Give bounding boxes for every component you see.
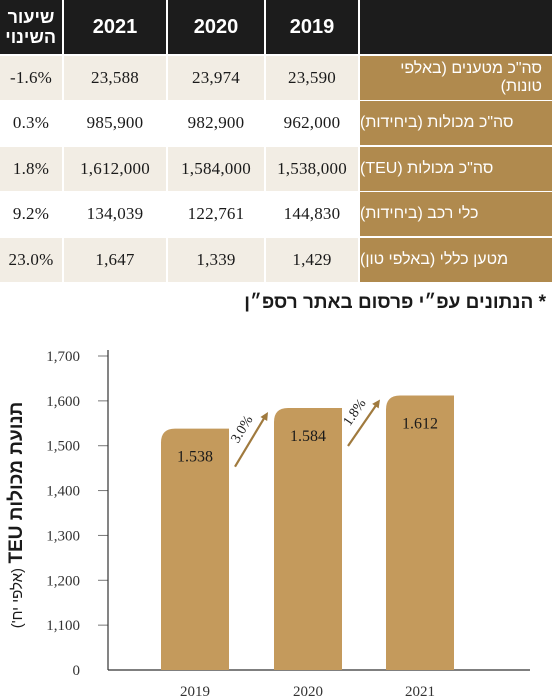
cell-2021: 23,588 [64, 56, 166, 100]
growth-arrow [347, 401, 379, 447]
cell-change: -1.6% [0, 56, 62, 100]
growth-arrow-head [260, 412, 268, 421]
data-table: שיעור השינוי 2021 2020 2019 -1.6% 23,588 2… [0, 0, 552, 282]
cell-2019: 144,830 [266, 192, 358, 236]
row-label: כלי רכב (ביחידות) [360, 192, 552, 236]
header-label-blank [360, 0, 552, 54]
row-label: סה"כ מכולות (TEU) [360, 147, 552, 191]
y-tick-label: 0 [73, 663, 81, 679]
table-row: 9.2% 134,039 122,761 144,830 כלי רכב (ביחידו… [0, 192, 552, 236]
source-note: * הנתונים עפ״י פרסום באתר רספ״ן [244, 292, 546, 313]
cell-2021: 1,612,000 [64, 147, 166, 191]
table-row: 23.0% 1,647 1,339 1,429 מטען כללי (באלפי טון… [0, 238, 552, 282]
cell-2020: 1,584,000 [168, 147, 264, 191]
y-tick-label: 1,500 [46, 439, 80, 455]
growth-label: 3.0% [229, 413, 257, 446]
cell-change: 0.3% [0, 101, 62, 145]
x-tick-label: 2021 [405, 684, 435, 700]
cell-change: 1.8% [0, 147, 62, 191]
cell-2021: 1,647 [64, 238, 166, 282]
table-row: 0.3% 985,900 982,900 962,000 סה"כ מכולות (בי… [0, 101, 552, 145]
bar-value-label: 1.538 [177, 449, 213, 466]
header-year-2019: 2019 [266, 0, 358, 54]
table-row: 1.8% 1,612,000 1,584,000 1,538,000 סה"כ מכול… [0, 147, 552, 191]
y-tick-label: 1,200 [46, 573, 80, 589]
row-label: מטען כללי (באלפי טון) [360, 238, 552, 282]
growth-arrow-head [372, 399, 380, 409]
bar-chart: 0 1,100 1,200 1,300 1,400 1,500 1,600 1,700 1.53… [46, 349, 530, 700]
cell-change: 9.2% [0, 192, 62, 236]
cell-2019: 1,538,000 [266, 147, 358, 191]
cell-2020: 122,761 [168, 192, 264, 236]
growth-label: 1.8% [341, 396, 370, 429]
x-tick-label: 2019 [180, 684, 210, 700]
y-tick-label: 1,300 [46, 528, 80, 544]
row-label: סה"כ מכולות (ביחידות) [360, 101, 552, 145]
cell-2021: 985,900 [64, 101, 166, 145]
row-label: סה"כ מטענים (באלפי טונות) [360, 56, 552, 100]
header-change-label: שיעור השינוי [5, 7, 56, 47]
cell-2020: 23,974 [168, 56, 264, 100]
y-tick-label: 1,700 [46, 349, 80, 365]
cell-2020: 982,900 [168, 101, 264, 145]
y-tick-label: 1,400 [46, 484, 80, 500]
cell-2020: 1,339 [168, 238, 264, 282]
bar [386, 395, 454, 670]
bar-value-label: 1.584 [290, 428, 326, 445]
growth-arrow [234, 414, 267, 468]
header-year-2020: 2020 [168, 0, 264, 54]
bar [274, 408, 342, 670]
bar [161, 428, 229, 670]
cell-2019: 962,000 [266, 101, 358, 145]
cell-change: 23.0% [0, 238, 62, 282]
y-tick-label: 1,100 [46, 618, 80, 634]
cell-2019: 23,590 [266, 56, 358, 100]
bar-value-label: 1.612 [402, 415, 438, 432]
y-tick-label: 1,600 [46, 394, 80, 410]
cell-2021: 134,039 [64, 192, 166, 236]
header-year-2021: 2021 [64, 0, 166, 54]
cell-2019: 1,429 [266, 238, 358, 282]
table-row: -1.6% 23,588 23,974 23,590 סה"כ מטענים (באלפ… [0, 56, 552, 100]
x-tick-label: 2020 [293, 684, 323, 700]
header-change: שיעור השינוי [0, 0, 62, 54]
